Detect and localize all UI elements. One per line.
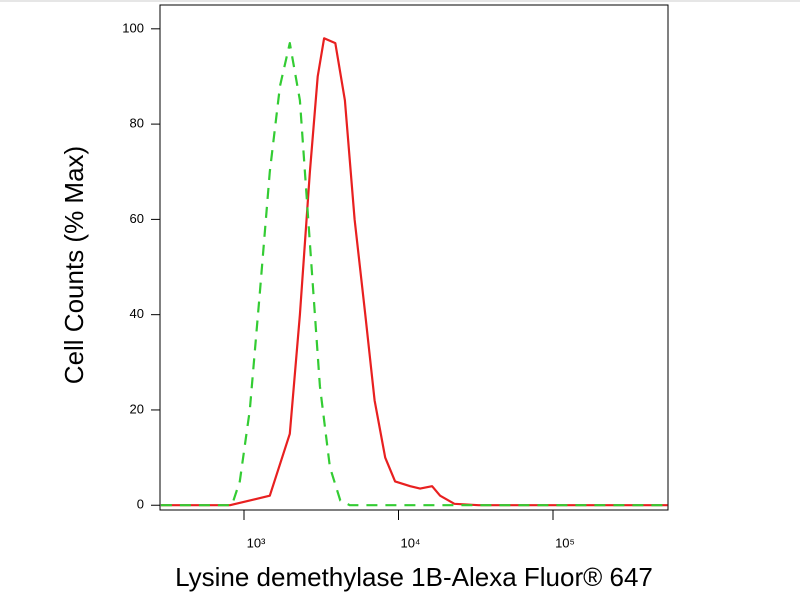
y-tick-label: 0 — [137, 497, 144, 512]
y-tick-label: 80 — [130, 116, 144, 131]
x-tick-label: 10⁴ — [400, 535, 420, 550]
series-line — [160, 42, 668, 507]
y-tick-label: 60 — [130, 211, 144, 226]
y-tick-label: 100 — [122, 20, 144, 35]
y-axis-title: Cell Counts (% Max) — [59, 146, 89, 384]
y-tick-label: 20 — [130, 401, 144, 416]
x-tick-label: 10³ — [247, 535, 266, 550]
plot-frame — [159, 4, 669, 511]
series-line — [160, 37, 668, 507]
y-tick-label: 40 — [130, 306, 144, 321]
x-tick-label: 10⁵ — [555, 535, 575, 550]
x-axis-title: Lysine demethylase 1B-Alexa Fluor® 647 — [175, 562, 653, 592]
